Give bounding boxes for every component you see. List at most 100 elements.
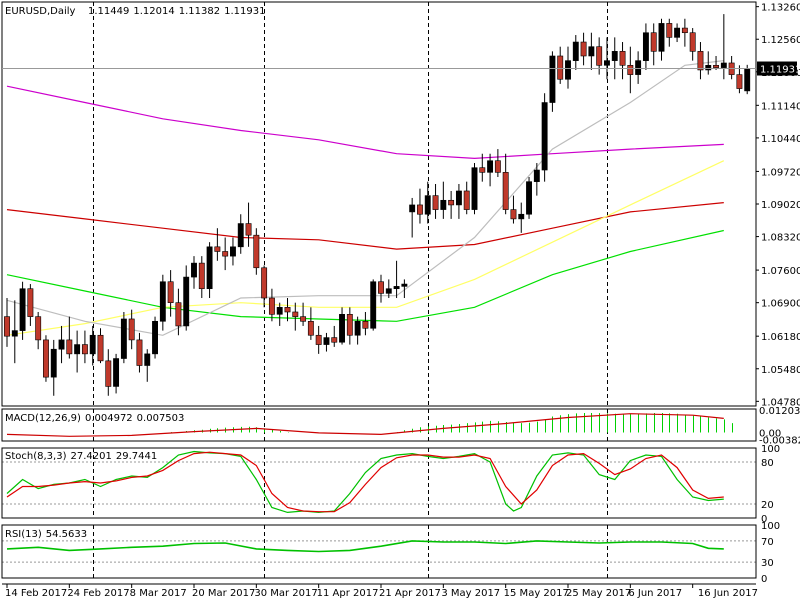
candle-body-59 xyxy=(463,190,470,210)
candle-body-76 xyxy=(596,46,603,66)
candle-body-44 xyxy=(346,314,353,336)
candle-body-81 xyxy=(635,60,642,75)
candle-body-94 xyxy=(736,74,743,89)
stochastic-tick-label-0: 100 xyxy=(761,444,780,455)
candle-body-58 xyxy=(455,190,462,206)
price-tick-label-11: 1.05480 xyxy=(761,365,800,376)
candle-body-13 xyxy=(105,360,112,387)
candle-body-55 xyxy=(432,195,439,210)
price-tick-label-12: 1.04780 xyxy=(761,397,800,408)
macd-tick-label-0: 0.01203 xyxy=(759,406,800,417)
date-label-10: 6 Jun 2017 xyxy=(628,588,682,599)
candle-body-23 xyxy=(183,276,190,327)
candle-body-79 xyxy=(619,51,626,66)
price-axis: 1.132601.125601.118601.111401.104401.097… xyxy=(2,3,800,408)
candle-body-84 xyxy=(658,23,665,52)
macd-tick-label-2: -0.003825 xyxy=(759,436,800,447)
candle-body-1 xyxy=(11,330,18,337)
current-price-label: 1.11931 xyxy=(760,65,800,76)
candle-body-57 xyxy=(448,199,455,206)
candle-body-42 xyxy=(331,337,338,343)
candle-body-24 xyxy=(191,262,197,278)
candle-body-17 xyxy=(136,339,143,366)
candle-body-64 xyxy=(502,172,509,210)
moving-average-0 xyxy=(6,85,724,160)
rsi-line xyxy=(6,540,724,553)
candle-body-46 xyxy=(362,320,369,329)
price-tick-label-6: 1.09020 xyxy=(761,200,800,211)
panel-frame-3 xyxy=(1,524,757,579)
rsi-tick-label-3: 0 xyxy=(761,574,767,585)
candle-body-2 xyxy=(19,288,26,331)
moving-average-1 xyxy=(6,202,724,250)
candle-body-86 xyxy=(674,27,681,38)
date-label-1: 24 Feb 2017 xyxy=(67,588,129,599)
candle-body-83 xyxy=(650,32,657,52)
candle-body-67 xyxy=(526,181,532,215)
candle-body-6 xyxy=(50,348,57,378)
rsi-panel: 100 70 30 0 xyxy=(2,521,780,585)
price-tick-label-10: 1.06180 xyxy=(761,332,800,343)
candle-body-11 xyxy=(89,334,96,355)
date-axis: 14 Feb 2017 24 Feb 2017 8 Mar 2017 20 Mar 2… xyxy=(5,584,758,599)
candle-body-41 xyxy=(323,337,330,345)
candle-body-89 xyxy=(697,51,704,71)
stochastic-tick-label-1: 80 xyxy=(761,458,774,469)
price-tick-label-4: 1.10440 xyxy=(761,134,800,145)
candle-body-25 xyxy=(198,262,205,290)
panel-frames xyxy=(1,1,757,585)
candle-body-5 xyxy=(43,339,49,378)
symbol-label: EURUSD,Daily xyxy=(5,6,76,17)
candle-body-26 xyxy=(206,246,213,290)
candle-body-54 xyxy=(424,195,431,215)
candle-body-56 xyxy=(440,199,447,210)
panel-frame-2 xyxy=(1,447,757,519)
price-tick-label-5: 1.09720 xyxy=(761,167,800,178)
candle-body-15 xyxy=(120,318,127,359)
macd-panel: 0.01203 0.00-0.003825 xyxy=(6,406,800,447)
macd-tick-label-1: 0.00 xyxy=(759,429,781,440)
stochastic-signal-line xyxy=(6,451,724,513)
price-tick-label-7: 1.08320 xyxy=(761,233,800,244)
candle-body-16 xyxy=(128,318,135,341)
candle-body-7 xyxy=(58,339,65,350)
candle-body-12 xyxy=(97,334,104,362)
candle-body-3 xyxy=(27,288,34,317)
candle-body-87 xyxy=(681,27,688,34)
candle-body-51 xyxy=(401,283,408,287)
candle-body-95 xyxy=(744,68,751,92)
date-label-11: 16 Jun 2017 xyxy=(698,588,758,599)
rsi-label: RSI(13) 54.5633 xyxy=(5,529,87,540)
candle-body-47 xyxy=(370,281,377,329)
stochastic-main-line xyxy=(6,450,724,514)
candle-body-49 xyxy=(385,288,392,294)
candle-body-62 xyxy=(487,160,494,173)
macd-signal-line xyxy=(6,413,724,437)
candle-body-39 xyxy=(307,320,314,336)
candle-body-78 xyxy=(611,51,618,61)
price-tick-label-8: 1.07600 xyxy=(761,266,800,277)
stochastic-tick-label-2: 20 xyxy=(761,500,774,511)
candle-body-9 xyxy=(74,344,81,355)
candle-body-69 xyxy=(541,102,548,171)
candle-body-14 xyxy=(113,358,120,387)
ohlc-readout: 1.11449 1.12014 1.11382 1.11931 xyxy=(88,6,265,17)
rsi-tick-label-1: 70 xyxy=(761,537,774,548)
stochastic-tick-label-3: 0 xyxy=(761,514,767,525)
candle-body-34 xyxy=(268,297,275,315)
price-tick-label-0: 1.13260 xyxy=(761,3,800,14)
candle-body-0 xyxy=(4,316,10,337)
candle-body-80 xyxy=(627,64,634,75)
candle-body-50 xyxy=(393,286,400,290)
candle-body-35 xyxy=(276,307,283,315)
candle-body-40 xyxy=(315,334,322,345)
candle-body-60 xyxy=(471,167,478,210)
candle-body-92 xyxy=(720,62,727,68)
candle-body-30 xyxy=(237,223,244,248)
rsi-tick-label-0: 100 xyxy=(761,521,780,532)
candle-body-91 xyxy=(713,64,719,68)
candle-body-29 xyxy=(230,246,236,257)
candle-body-73 xyxy=(572,41,579,61)
